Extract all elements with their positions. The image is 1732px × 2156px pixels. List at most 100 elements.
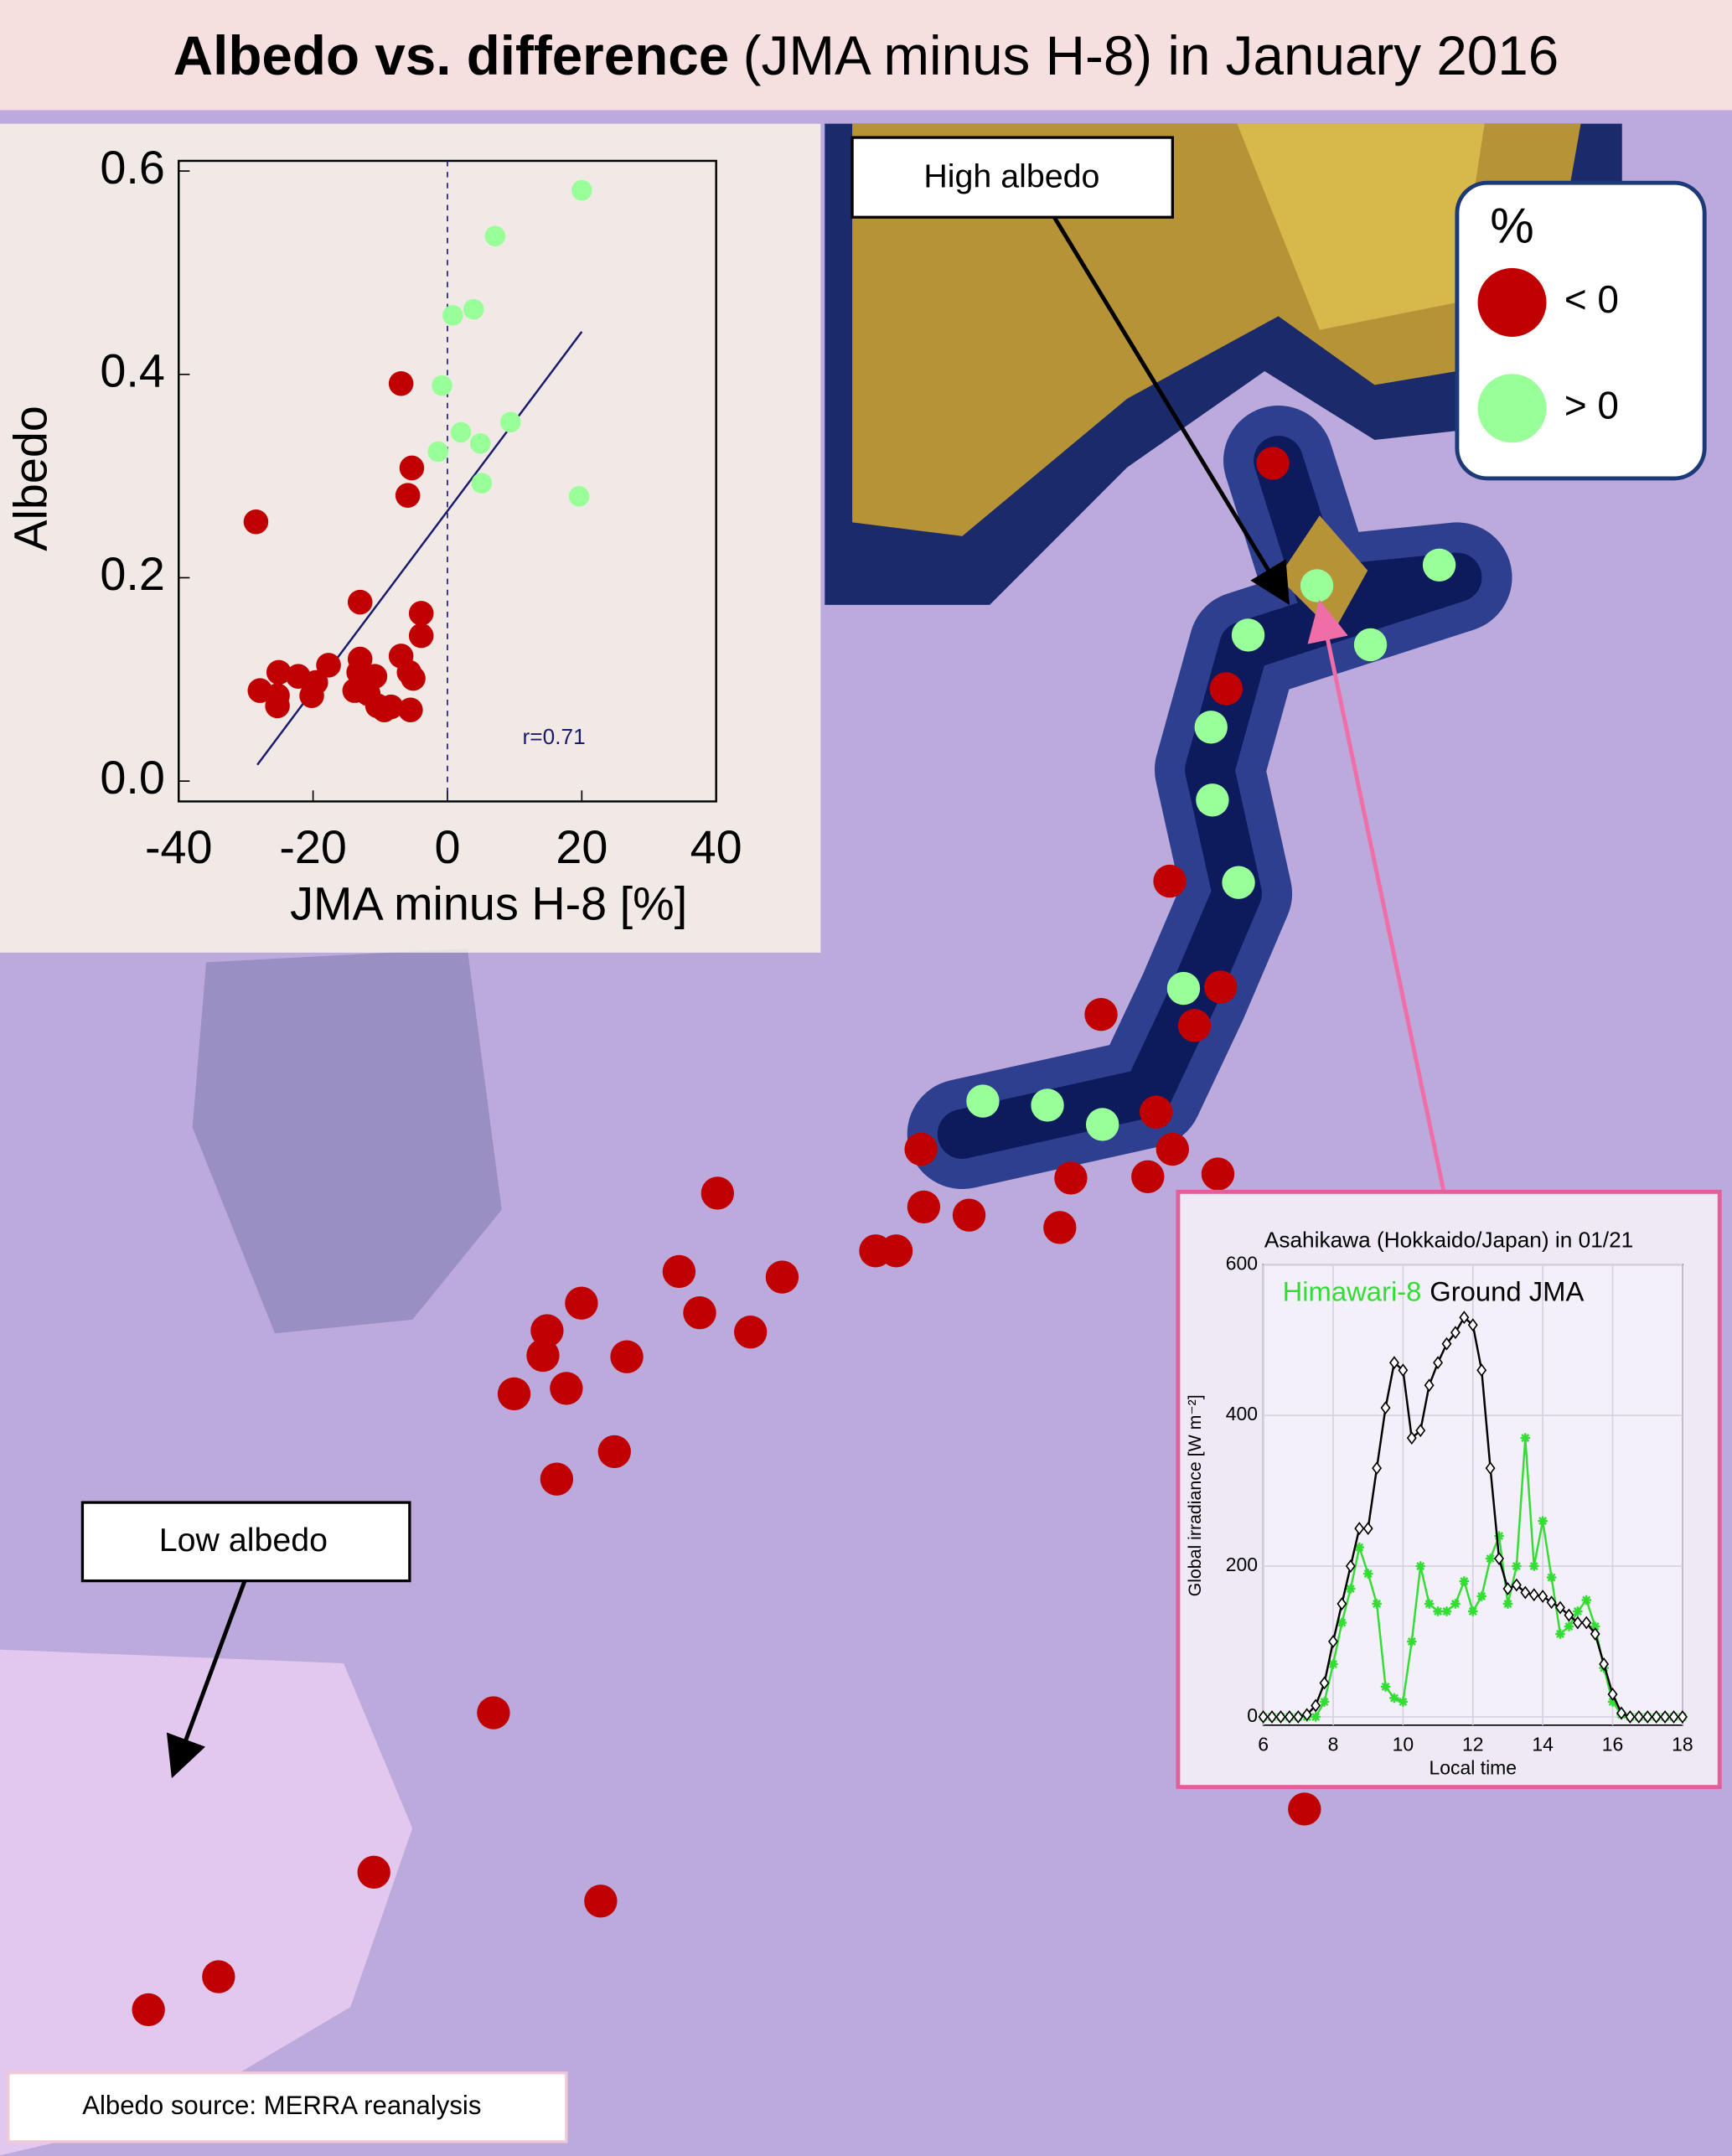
marker <box>1651 1710 1662 1724</box>
point <box>243 509 269 535</box>
marker <box>1415 1424 1426 1438</box>
station <box>1153 864 1187 898</box>
marker <box>1433 1606 1443 1616</box>
marker <box>1668 1710 1679 1724</box>
marker <box>1581 1616 1592 1630</box>
point <box>265 693 290 719</box>
marker <box>1389 1356 1399 1370</box>
marker <box>1555 1629 1565 1639</box>
station <box>662 1254 696 1289</box>
point <box>364 693 390 719</box>
marker <box>1380 1682 1391 1692</box>
marker <box>1372 1461 1383 1476</box>
station <box>565 1286 598 1320</box>
title-band <box>0 0 1732 111</box>
marker <box>1380 1401 1391 1415</box>
station <box>477 1696 510 1729</box>
stations <box>132 447 1456 2027</box>
station <box>1231 618 1265 652</box>
marker <box>1528 1561 1539 1571</box>
annotation-box <box>850 136 1174 219</box>
point <box>347 589 373 615</box>
marker <box>1362 1522 1373 1536</box>
marker <box>1293 1710 1304 1724</box>
marker <box>1625 1710 1636 1724</box>
station <box>765 1260 799 1294</box>
x-tick-label: -20 <box>279 821 347 873</box>
station <box>1156 1132 1190 1166</box>
marker <box>1267 1710 1277 1724</box>
station <box>966 1084 1000 1118</box>
marker <box>1494 1552 1504 1565</box>
x-axis-label: JMA minus H-8 [%] <box>290 877 687 929</box>
marker <box>1633 1710 1644 1724</box>
station <box>701 1176 735 1210</box>
marker <box>1407 1636 1417 1647</box>
marker <box>1311 1712 1321 1722</box>
station <box>1194 711 1228 744</box>
station <box>1204 970 1238 1004</box>
station <box>1256 447 1290 480</box>
marker <box>1398 1697 1409 1707</box>
x-tick-label: 6 <box>1258 1734 1269 1755</box>
point <box>500 411 521 433</box>
marker <box>1441 1606 1452 1616</box>
marker <box>1441 1337 1452 1351</box>
marker <box>1660 1710 1671 1724</box>
marker <box>1398 1363 1409 1378</box>
x-tick-label: 10 <box>1393 1734 1414 1755</box>
point <box>471 473 493 494</box>
marker <box>1590 1627 1600 1641</box>
station <box>1422 548 1456 582</box>
marker <box>1476 1591 1486 1601</box>
marker <box>1275 1710 1286 1724</box>
title-bold: Albedo vs. difference <box>173 26 730 87</box>
marker <box>1599 1657 1610 1671</box>
legend-label: Himawari-8 <box>1283 1275 1422 1306</box>
legend-label: Ground JMA <box>1430 1275 1584 1306</box>
station <box>1300 569 1334 602</box>
marker <box>1450 1599 1461 1609</box>
title: Albedo vs. difference (JMA minus H-8) in … <box>173 26 1559 87</box>
station <box>1196 783 1229 817</box>
x-tick-label: 12 <box>1462 1734 1484 1755</box>
y-tick-label: 0.4 <box>100 345 165 397</box>
marker <box>1389 1693 1399 1704</box>
station <box>879 1234 913 1268</box>
marker <box>1520 1433 1531 1443</box>
marker <box>1328 1635 1338 1648</box>
y-tick-label: 600 <box>1226 1252 1258 1274</box>
marker <box>1677 1710 1688 1724</box>
point <box>427 441 449 463</box>
station <box>1222 866 1255 899</box>
annotation: r=0.71 <box>523 724 586 749</box>
title-rest: (JMA minus H-8) in January 2016 <box>743 26 1559 87</box>
marker <box>1564 1621 1574 1631</box>
station <box>1054 1161 1088 1195</box>
point <box>401 665 426 691</box>
point <box>432 375 452 396</box>
marker <box>1468 1606 1478 1616</box>
marker <box>1415 1561 1425 1571</box>
marker <box>1459 1576 1470 1586</box>
marker <box>1581 1595 1592 1605</box>
station <box>540 1462 574 1496</box>
station <box>1177 1009 1212 1042</box>
marker <box>1424 1599 1435 1609</box>
marker <box>1372 1599 1382 1609</box>
station <box>497 1377 531 1411</box>
point <box>408 601 434 626</box>
marker <box>1301 1708 1312 1722</box>
point <box>450 421 472 443</box>
station <box>550 1372 583 1405</box>
x-tick-label: 8 <box>1328 1734 1339 1755</box>
marker <box>1573 1606 1583 1616</box>
legend-label: < 0 <box>1564 277 1619 321</box>
marker <box>1538 1516 1548 1526</box>
station <box>1085 1108 1119 1141</box>
x-tick-label: 14 <box>1532 1734 1554 1755</box>
legend-title: % <box>1490 199 1534 254</box>
point <box>568 486 590 507</box>
